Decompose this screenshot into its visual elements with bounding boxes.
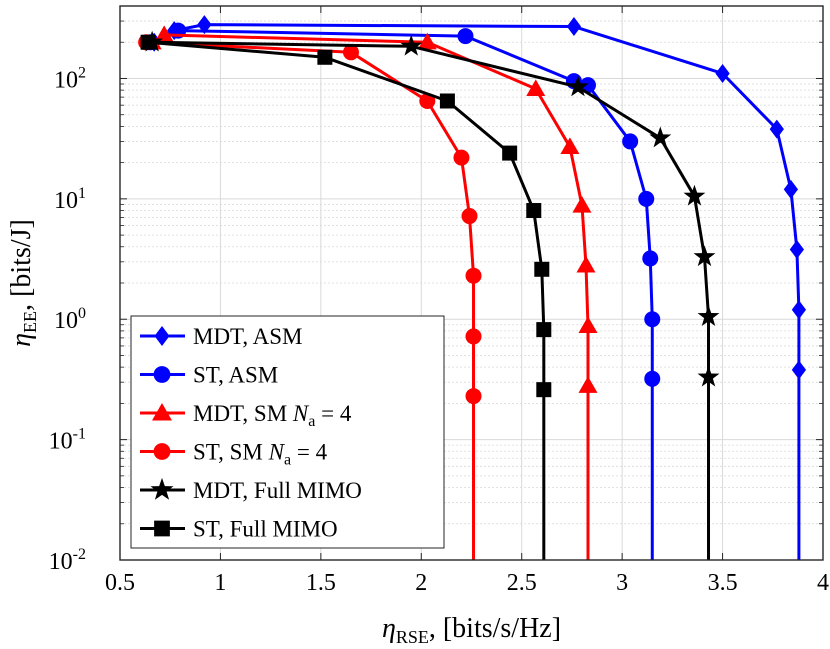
- axis-ticks: 0.5 1 1.5 2 2.5 3 3.5 4 10-2 10-1 100 101 102: [49, 5, 829, 596]
- data-point: [789, 239, 805, 259]
- y-tick-label: 100: [54, 305, 86, 334]
- data-point: [693, 245, 716, 267]
- legend-label: MDT, ASM: [193, 324, 303, 349]
- data-point: [572, 196, 592, 213]
- data-point: [783, 179, 798, 199]
- legend-label: ST, ASM: [193, 363, 278, 388]
- y-axis-label: ηEE, [bits/J]: [6, 219, 40, 347]
- data-point: [526, 79, 546, 96]
- legend-entry: ST, SM Na = 4: [140, 440, 328, 469]
- y-tick-label: 10-1: [49, 426, 86, 455]
- data-point: [683, 184, 706, 206]
- data-point: [461, 208, 478, 225]
- data-point: [465, 328, 482, 345]
- x-axis-label-subscript: RSE: [396, 627, 429, 647]
- y-axis-label-symbol: η: [6, 333, 37, 347]
- data-point: [534, 261, 550, 277]
- legend-marker: [152, 403, 172, 421]
- series-3: [138, 34, 482, 560]
- x-tick-label: 2.5: [507, 570, 537, 596]
- data-point: [566, 17, 582, 37]
- plot-series: [138, 15, 807, 560]
- data-point: [536, 382, 552, 398]
- data-point: [644, 311, 661, 328]
- data-point: [697, 365, 720, 387]
- data-point: [769, 119, 784, 139]
- legend-entry: ST, ASM: [140, 363, 278, 388]
- x-tick-label: 1.5: [306, 570, 336, 596]
- x-axis-label: ηRSE, [bits/s/Hz]: [382, 613, 561, 647]
- data-point: [536, 322, 552, 338]
- legend-marker: [154, 520, 170, 537]
- data-point: [715, 63, 730, 83]
- y-tick-label: 102: [54, 64, 86, 93]
- data-point: [457, 28, 474, 45]
- data-point: [638, 190, 655, 207]
- data-point: [791, 360, 807, 380]
- x-axis-label-symbol: η: [382, 613, 396, 644]
- x-tick-label: 2: [415, 570, 427, 596]
- data-point: [578, 376, 598, 393]
- data-point: [439, 93, 455, 109]
- legend-label: MDT, SM Na = 4: [193, 401, 352, 430]
- legend-entry: MDT, Full MIMO: [140, 477, 362, 503]
- data-point: [417, 32, 437, 50]
- data-point: [317, 49, 333, 65]
- x-axis-label-units: , [bits/s/Hz]: [429, 613, 561, 644]
- x-tick-label: 4: [817, 570, 829, 596]
- data-point: [465, 267, 482, 284]
- legend-box: [130, 315, 445, 549]
- legend-marker: [153, 366, 171, 383]
- data-point: [791, 300, 807, 320]
- legend-label: ST, SM Na = 4: [193, 440, 328, 469]
- data-point: [502, 145, 518, 161]
- legend-marker: [153, 443, 171, 460]
- legend-marker: [154, 326, 170, 346]
- x-tick-label: 0.5: [105, 570, 135, 596]
- data-point: [622, 133, 639, 150]
- legend-label: ST, Full MIMO: [193, 517, 338, 542]
- data-point: [697, 305, 720, 326]
- data-point: [419, 92, 436, 109]
- data-point: [578, 316, 598, 334]
- x-tick-label: 3.5: [708, 570, 738, 596]
- data-point: [154, 25, 174, 43]
- data-point: [567, 75, 589, 97]
- data-point: [644, 370, 661, 387]
- data-point: [465, 388, 482, 405]
- legend-entry: MDT, SM Na = 4: [140, 401, 352, 430]
- y-axis-label-units: , [bits/J]: [6, 219, 37, 311]
- legend: MDT, ASM ST, ASM MDT, SM Na = 4 ST, SM Na =…: [130, 315, 445, 549]
- y-tick-label: 10-2: [49, 546, 86, 575]
- series-5: [140, 34, 552, 560]
- data-point: [642, 250, 659, 267]
- data-point: [342, 44, 359, 61]
- legend-entry: ST, Full MIMO: [140, 517, 338, 542]
- y-tick-label: 101: [54, 185, 86, 214]
- data-point: [140, 34, 156, 50]
- legend-entry: MDT, ASM: [140, 324, 303, 349]
- legend-marker: [150, 477, 174, 500]
- data-point: [526, 203, 542, 219]
- data-point: [649, 126, 672, 148]
- legend-label: MDT, Full MIMO: [193, 478, 362, 503]
- data-point: [400, 34, 423, 56]
- x-tick-label: 1: [214, 570, 226, 596]
- data-point: [560, 137, 580, 155]
- y-axis-label-subscript: EE: [20, 311, 40, 333]
- data-point: [576, 255, 596, 273]
- series-line: [151, 33, 590, 560]
- data-point: [197, 15, 212, 35]
- x-tick-label: 3: [616, 570, 628, 596]
- data-point: [453, 149, 470, 166]
